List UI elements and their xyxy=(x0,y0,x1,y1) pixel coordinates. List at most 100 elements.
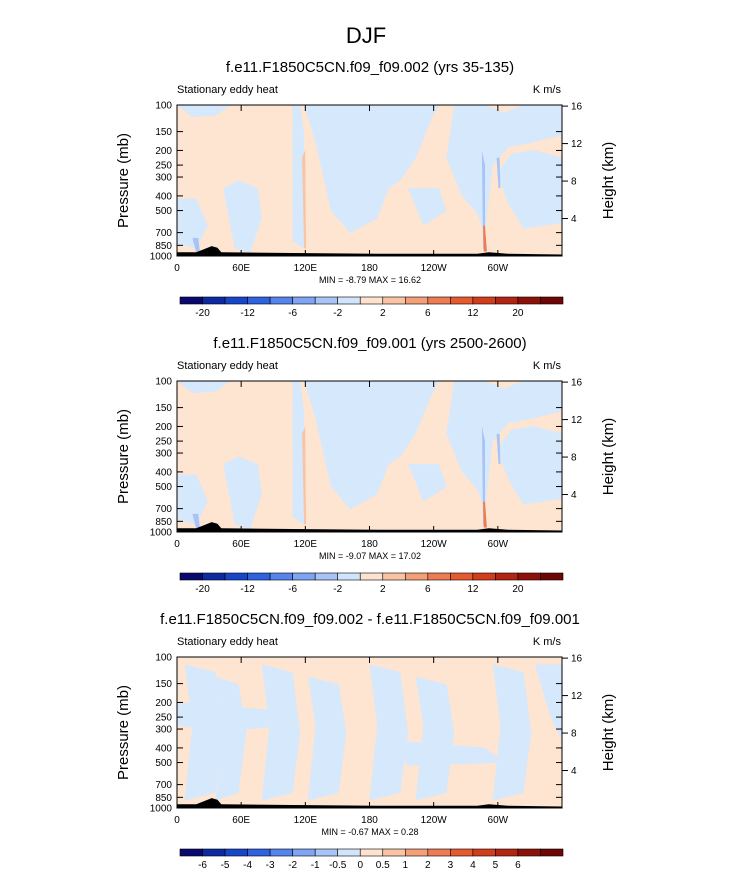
x-tick-label: 120E xyxy=(294,263,318,274)
y2-tick-label: 4 xyxy=(571,214,577,225)
x-tick-label: 60E xyxy=(232,815,250,826)
colorbar-box xyxy=(314,296,339,305)
colorbar-box xyxy=(540,572,564,581)
colorbar-label: -2 xyxy=(333,584,342,595)
y-tick-label: 200 xyxy=(155,422,172,433)
colorbar-label: 20 xyxy=(512,308,524,319)
y-tick-label: 250 xyxy=(155,437,172,448)
negative-region xyxy=(292,381,305,525)
colorbar-box xyxy=(247,848,271,857)
colorbar-box xyxy=(495,296,519,305)
contour-field xyxy=(177,381,562,532)
y-tick-label: 250 xyxy=(155,713,172,724)
y2-tick-label: 16 xyxy=(571,654,583,665)
contour-field xyxy=(177,657,562,808)
y2-tick-label: 16 xyxy=(571,378,583,389)
y-tick-label: 500 xyxy=(155,206,172,217)
colorbar-box xyxy=(427,296,451,305)
negative-region xyxy=(496,426,562,505)
figure-title: DJF xyxy=(346,23,386,48)
negative-region xyxy=(184,664,224,801)
y-tick-label: 150 xyxy=(155,127,172,138)
negative-region xyxy=(408,464,447,502)
colorbar-label: 12 xyxy=(467,308,479,319)
x-tick-label: 0 xyxy=(174,815,180,826)
y-tick-label: 850 xyxy=(155,517,172,528)
colorbar-box xyxy=(292,296,316,305)
y2-axis-label: Height (km) xyxy=(600,694,617,772)
y2-tick-label: 8 xyxy=(571,453,577,464)
colorbar: -6 -5 -4 -3 -2 -1 -0.5 0 0.5 1 2 3 4 5 6 xyxy=(179,848,564,871)
colorbar-box xyxy=(179,848,203,857)
y-tick-label: 400 xyxy=(155,467,172,478)
negative-region xyxy=(388,740,505,766)
y-tick-label: 200 xyxy=(155,698,172,709)
x-tick-label: 120W xyxy=(421,815,448,826)
negative-region xyxy=(307,676,347,801)
y-tick-label: 700 xyxy=(155,504,172,515)
colorbar: -20 -12 -6 -2 2 6 12 20 xyxy=(179,296,564,319)
topography xyxy=(177,798,562,808)
colorbar-box xyxy=(382,572,406,581)
negative-region xyxy=(223,456,262,529)
negative-region xyxy=(304,381,439,510)
y-tick-label: 300 xyxy=(155,449,172,460)
negative-region xyxy=(408,188,447,226)
units-string: K m/s xyxy=(533,84,562,96)
colorbar-box xyxy=(359,848,384,857)
colorbar-box xyxy=(472,848,496,857)
y2-tick-label: 4 xyxy=(571,490,577,501)
colorbar-box xyxy=(359,572,384,581)
colorbar-box xyxy=(337,296,361,305)
x-tick-label: 60E xyxy=(232,263,250,274)
colorbar-box xyxy=(247,572,271,581)
colorbar-box xyxy=(540,848,564,857)
colorbar-label: 5 xyxy=(493,860,499,871)
x-tick-label: 60E xyxy=(232,539,250,550)
colorbar-label: 2 xyxy=(425,860,431,871)
left-string: Stationary eddy heat xyxy=(177,84,278,96)
colorbar-label: 2 xyxy=(380,308,386,319)
x-tick-label: 120E xyxy=(294,539,318,550)
min-max-label: MIN = -8.79 MAX = 16.62 xyxy=(319,275,421,285)
y2-axis-label: Height (km) xyxy=(600,142,617,220)
y2-tick-label: 12 xyxy=(571,415,583,426)
min-max-label: MIN = -0.67 MAX = 0.28 xyxy=(321,827,418,837)
colorbar-box xyxy=(269,848,293,857)
positive-strong xyxy=(302,426,306,525)
colorbar-label: 0.5 xyxy=(376,860,390,871)
colorbar-box xyxy=(517,848,541,857)
colorbar-box xyxy=(517,296,541,305)
x-tick-label: 180 xyxy=(361,263,378,274)
colorbar-label: 1 xyxy=(403,860,409,871)
negative-strong xyxy=(496,157,501,189)
x-tick-label: 60W xyxy=(488,539,509,550)
colorbar-label: 4 xyxy=(470,860,476,871)
colorbar-label: -6 xyxy=(288,584,297,595)
topography xyxy=(177,522,562,532)
y-tick-label: 250 xyxy=(155,161,172,172)
colorbar-box xyxy=(450,848,474,857)
y2-tick-label: 4 xyxy=(571,766,577,777)
colorbar-label: -4 xyxy=(243,860,252,871)
y2-tick-label: 8 xyxy=(571,177,577,188)
colorbar-box xyxy=(404,572,429,581)
colorbar-label: -5 xyxy=(221,860,230,871)
colorbar-label: 3 xyxy=(448,860,454,871)
left-string: Stationary eddy heat xyxy=(177,636,278,648)
colorbar-box xyxy=(314,848,339,857)
colorbar-label: -20 xyxy=(195,584,210,595)
panel-2: f.e11.F1850C5CN.f09_f09.001 (yrs 2500-26… xyxy=(115,335,617,595)
negative-region xyxy=(446,381,562,510)
negative-region xyxy=(223,180,262,253)
x-tick-label: 120W xyxy=(421,263,448,274)
colorbar-box xyxy=(427,572,451,581)
y-tick-label: 200 xyxy=(155,146,172,157)
colorbar-box xyxy=(337,572,361,581)
colorbar-box xyxy=(292,848,316,857)
colorbar-box xyxy=(404,848,429,857)
colorbar-box xyxy=(179,572,203,581)
colorbar-label: 2 xyxy=(380,584,386,595)
colorbar-box xyxy=(224,296,248,305)
